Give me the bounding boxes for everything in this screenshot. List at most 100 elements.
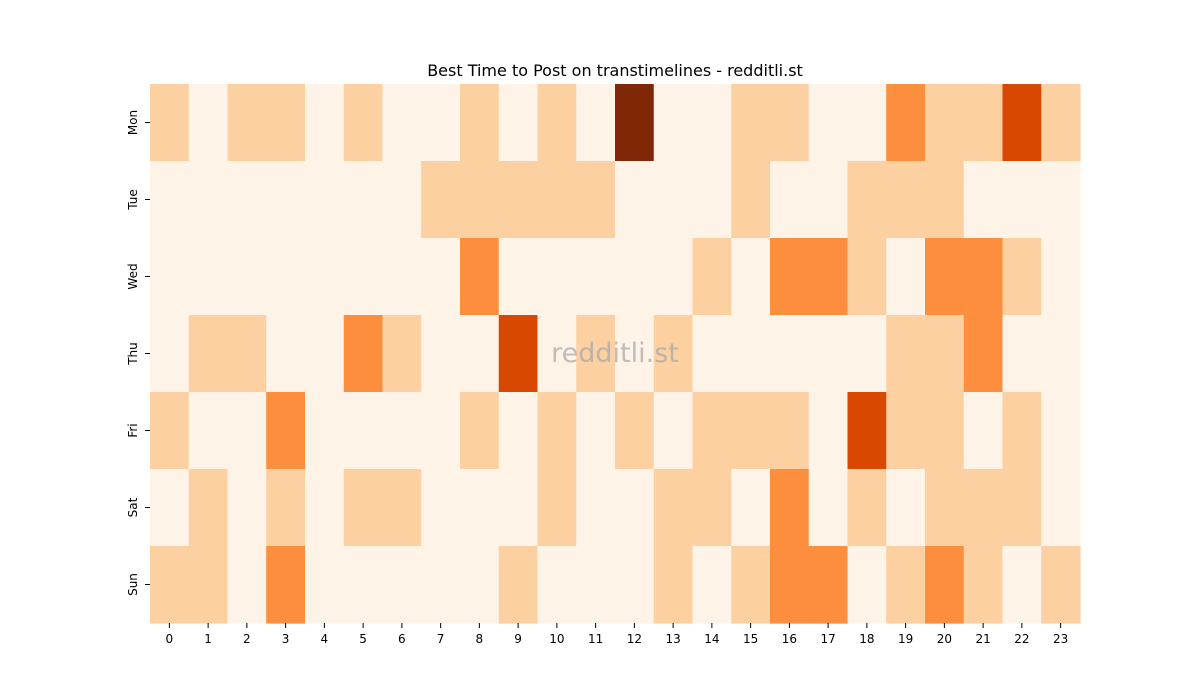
heatmap-cell-wed-13 <box>653 238 694 316</box>
heatmap-cell-wed-14 <box>692 238 732 316</box>
heatmap-cell-wed-7 <box>421 238 461 316</box>
heatmap-cell-wed-10 <box>537 238 577 316</box>
heatmap-cell-mon-18 <box>847 84 887 162</box>
y-tick-label: Thu <box>126 342 140 366</box>
heatmap-cell-sun-1 <box>188 546 229 624</box>
heatmap-cell-fri-12 <box>615 392 655 470</box>
heatmap-cell-tue-18 <box>847 161 887 239</box>
heatmap-cell-sun-22 <box>1002 546 1042 624</box>
heatmap-cell-thu-5 <box>343 315 384 393</box>
heatmap-cell-sat-19 <box>886 469 926 547</box>
heatmap-cell-fri-19 <box>886 392 926 470</box>
heatmap-cell-fri-16 <box>770 392 810 470</box>
heatmap-cell-fri-21 <box>963 392 1004 470</box>
heatmap-cell-mon-17 <box>808 84 849 162</box>
heatmap-cell-wed-19 <box>886 238 926 316</box>
heatmap-cell-tue-5 <box>343 161 384 239</box>
heatmap-cell-wed-9 <box>498 238 539 316</box>
watermark-text: redditli.st <box>551 338 679 369</box>
heatmap-cell-sun-8 <box>460 546 500 624</box>
heatmap-cell-sat-10 <box>537 469 577 547</box>
heatmap-cell-thu-19 <box>886 315 926 393</box>
heatmap-cell-sat-2 <box>227 469 267 547</box>
heatmap-cell-wed-16 <box>770 238 810 316</box>
heatmap-cell-fri-6 <box>382 392 422 470</box>
heatmap-cell-sun-13 <box>653 546 694 624</box>
heatmap-cell-sun-9 <box>498 546 539 624</box>
x-tick-label: 23 <box>1053 632 1068 646</box>
heatmap-cell-thu-8 <box>460 315 500 393</box>
heatmap-cell-sat-9 <box>498 469 539 547</box>
heatmap-cell-mon-13 <box>653 84 694 162</box>
heatmap-cell-sun-15 <box>731 546 771 624</box>
heatmap-cell-wed-3 <box>266 238 306 316</box>
heatmap-cell-fri-4 <box>305 392 345 470</box>
heatmap-cell-mon-1 <box>188 84 229 162</box>
heatmap-cell-wed-15 <box>731 238 771 316</box>
heatmap-cell-wed-18 <box>847 238 887 316</box>
heatmap-cell-thu-6 <box>382 315 422 393</box>
heatmap-cell-fri-2 <box>227 392 267 470</box>
heatmap-cell-sun-7 <box>421 546 461 624</box>
heatmap-cell-mon-14 <box>692 84 732 162</box>
heatmap-cell-sun-18 <box>847 546 887 624</box>
heatmap-cells <box>150 84 1081 624</box>
heatmap-cell-sat-14 <box>692 469 732 547</box>
heatmap-cell-tue-6 <box>382 161 422 239</box>
heatmap-cell-sun-16 <box>770 546 810 624</box>
heatmap-cell-mon-15 <box>731 84 771 162</box>
heatmap-cell-sun-6 <box>382 546 422 624</box>
x-tick-label: 5 <box>359 632 367 646</box>
heatmap-cell-thu-0 <box>150 315 190 393</box>
heatmap-cell-wed-21 <box>963 238 1004 316</box>
heatmap-cell-thu-9 <box>498 315 539 393</box>
heatmap-cell-thu-15 <box>731 315 771 393</box>
x-tick-label: 8 <box>476 632 484 646</box>
heatmap-cell-mon-6 <box>382 84 422 162</box>
heatmap-cell-tue-23 <box>1041 161 1081 239</box>
heatmap-cell-thu-12 <box>615 315 655 393</box>
heatmap-cell-wed-8 <box>460 238 500 316</box>
heatmap-cell-wed-2 <box>227 238 267 316</box>
heatmap-cell-sat-12 <box>615 469 655 547</box>
heatmap-cell-fri-7 <box>421 392 461 470</box>
heatmap-cell-tue-8 <box>460 161 500 239</box>
x-axis: 0 1 2 3 4 5 6 7 8 9 10 11 12 13 14 15 16 17 18 19 20 21 22 23 <box>166 623 1068 646</box>
heatmap-cell-mon-21 <box>963 84 1004 162</box>
heatmap-cell-sat-3 <box>266 469 306 547</box>
heatmap-cell-fri-0 <box>150 392 190 470</box>
heatmap-cell-thu-13 <box>653 315 694 393</box>
chart-title: Best Time to Post on transtimelines - re… <box>427 61 803 80</box>
heatmap-cell-sat-15 <box>731 469 771 547</box>
heatmap-cell-mon-11 <box>576 84 616 162</box>
heatmap-cell-fri-10 <box>537 392 577 470</box>
heatmap-cell-tue-2 <box>227 161 267 239</box>
heatmap-cell-tue-15 <box>731 161 771 239</box>
heatmap-cell-fri-8 <box>460 392 500 470</box>
heatmap-cell-thu-11 <box>576 315 616 393</box>
heatmap-cell-tue-14 <box>692 161 732 239</box>
heatmap-cell-tue-11 <box>576 161 616 239</box>
x-tick-label: 0 <box>166 632 174 646</box>
heatmap-cell-tue-7 <box>421 161 461 239</box>
heatmap-cell-mon-7 <box>421 84 461 162</box>
y-tick-label: Fri <box>126 423 140 437</box>
heatmap-cell-sun-17 <box>808 546 849 624</box>
heatmap-cell-sat-4 <box>305 469 345 547</box>
heatmap-cell-tue-12 <box>615 161 655 239</box>
heatmap-cell-thu-23 <box>1041 315 1081 393</box>
heatmap-cell-mon-3 <box>266 84 306 162</box>
heatmap-cell-sun-3 <box>266 546 306 624</box>
heatmap-cell-fri-14 <box>692 392 732 470</box>
heatmap-cell-mon-19 <box>886 84 926 162</box>
heatmap-cell-sat-18 <box>847 469 887 547</box>
heatmap-cell-thu-21 <box>963 315 1004 393</box>
heatmap-cell-tue-20 <box>925 161 965 239</box>
heatmap-cell-fri-9 <box>498 392 539 470</box>
heatmap-cell-sat-22 <box>1002 469 1042 547</box>
heatmap-cell-sun-19 <box>886 546 926 624</box>
heatmap-cell-fri-11 <box>576 392 616 470</box>
heatmap-cell-mon-20 <box>925 84 965 162</box>
heatmap-cell-fri-5 <box>343 392 384 470</box>
